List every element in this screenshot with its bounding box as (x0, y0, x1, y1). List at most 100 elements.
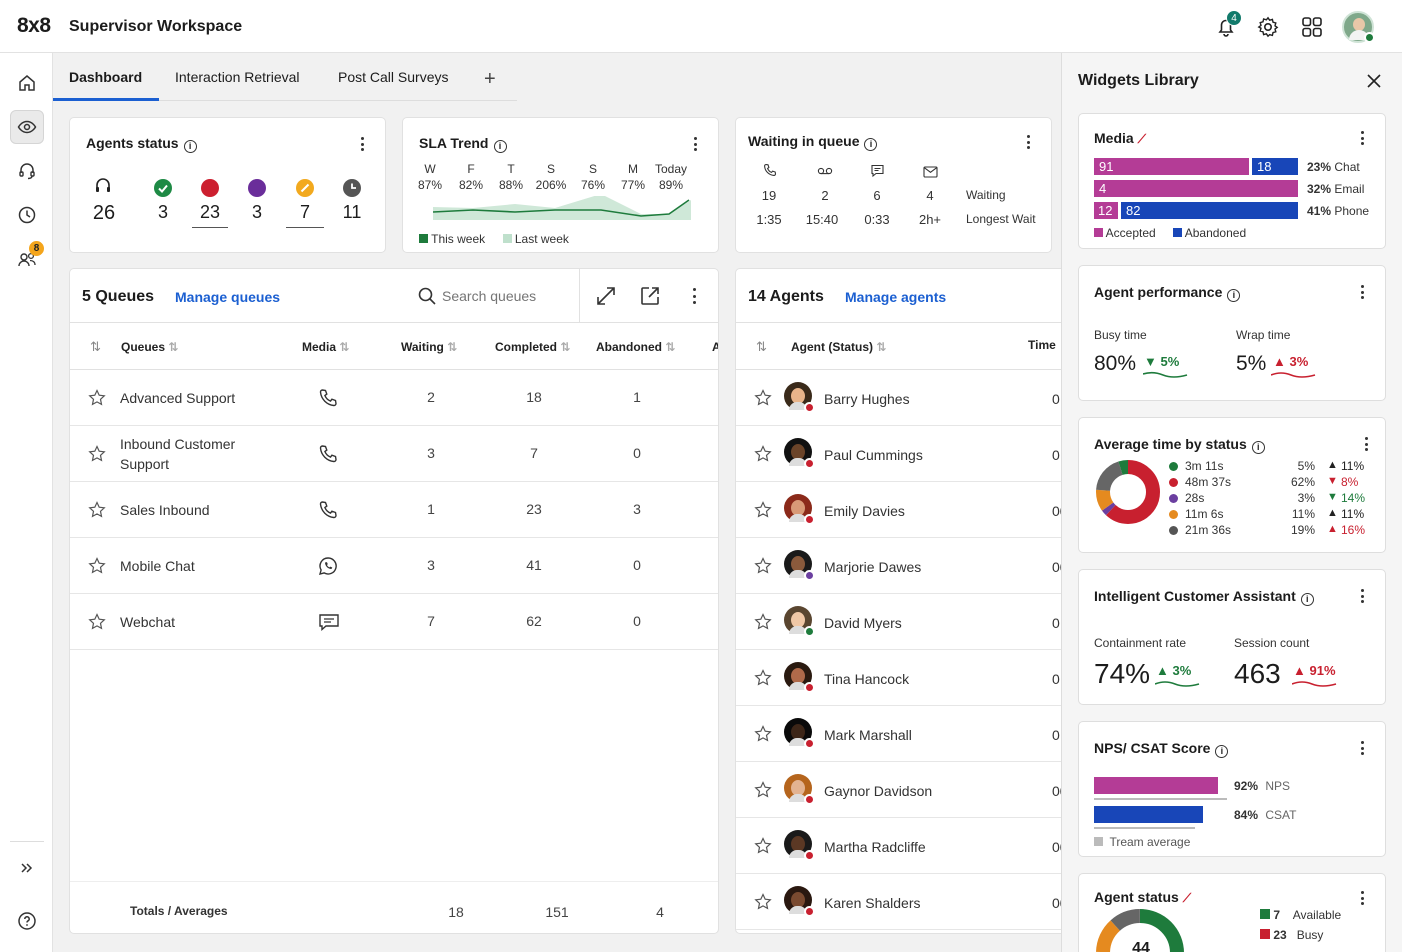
table-row[interactable]: Mark Marshall 0 (736, 706, 1074, 762)
more-options-icon[interactable] (1360, 589, 1364, 603)
info-icon[interactable]: i (1215, 745, 1229, 758)
tab-post-call-surveys[interactable]: Post Call Surveys (338, 69, 449, 85)
table-row[interactable]: Mobile Chat 3 41 0 (70, 538, 718, 594)
table-row[interactable]: Inbound Customer Support 3 7 0 (70, 426, 718, 482)
notifications-bell-icon[interactable]: 4 (1213, 10, 1242, 40)
more-options-icon[interactable] (693, 137, 697, 151)
average-time-by-status-widget[interactable]: Average time by status i 3m 11s 5% ▲ 11% 48m … (1078, 417, 1386, 553)
headset-icon[interactable] (10, 154, 44, 188)
info-icon[interactable]: i (183, 140, 197, 153)
manage-queues-link[interactable]: Manage queues (175, 289, 281, 305)
more-options-icon[interactable] (360, 137, 364, 151)
apps-grid-icon[interactable] (1300, 15, 1324, 42)
more-options-icon[interactable] (1026, 135, 1030, 149)
agent-name[interactable]: Mark Marshall (824, 727, 912, 743)
tab-dashboard[interactable]: Dashboard (69, 69, 143, 85)
table-row[interactable]: David Myers 0 (736, 594, 1074, 650)
col-truncated[interactable]: A (712, 340, 718, 354)
manage-agents-link[interactable]: Manage agents (845, 289, 947, 305)
nps-csat-widget[interactable]: NPS/ CSAT Score i 92% NPS 84% CSAT Tream … (1078, 721, 1386, 857)
more-options-icon[interactable] (1360, 285, 1364, 299)
queue-name[interactable]: Sales Inbound (120, 502, 210, 518)
col-queues[interactable]: Queues ⇅ (121, 340, 179, 354)
agent-name[interactable]: Barry Hughes (824, 391, 910, 407)
expand-chevrons-icon[interactable] (10, 851, 44, 885)
col-agent-status[interactable]: Agent (Status) ⇅ (791, 340, 887, 354)
queue-name[interactable]: Webchat (120, 614, 175, 630)
info-icon[interactable]: i (1300, 593, 1314, 606)
help-question-icon[interactable] (10, 904, 44, 938)
table-row[interactable]: Advanced Support 2 18 1 (70, 370, 718, 426)
agent-name[interactable]: Gaynor Davidson (824, 783, 933, 799)
intelligent-customer-assistant-widget[interactable]: Intelligent Customer Assistant i Containm… (1078, 569, 1386, 705)
favorite-star-icon[interactable] (88, 613, 106, 631)
agent-status-widget[interactable]: Agent status ⟋ 44 7 Available 23 Busy (1078, 873, 1386, 952)
info-icon[interactable]: i (1227, 289, 1241, 302)
more-options-icon[interactable] (1360, 891, 1364, 905)
more-options-icon[interactable] (1364, 437, 1368, 451)
queue-name[interactable]: Advanced Support (120, 390, 236, 406)
more-options-icon[interactable] (1360, 741, 1364, 755)
favorite-star-icon[interactable] (754, 501, 772, 519)
agent-name[interactable]: Martha Radcliffe (824, 839, 926, 855)
favorite-star-icon[interactable] (754, 781, 772, 799)
agent-name[interactable]: David Myers (824, 615, 902, 631)
home-icon[interactable] (10, 66, 44, 100)
col-abandoned[interactable]: Abandoned ⇅ (596, 340, 676, 354)
col-media[interactable]: Media ⇅ (302, 340, 350, 354)
sort-icon[interactable]: ⇅ (90, 339, 101, 354)
agent-name[interactable]: Marjorie Dawes (824, 559, 922, 575)
monitor-eye-icon[interactable] (10, 110, 44, 144)
favorite-star-icon[interactable] (754, 893, 772, 911)
table-row[interactable]: Karen Shalders 00 (736, 874, 1074, 930)
favorite-star-icon[interactable] (88, 445, 106, 463)
agent-name[interactable]: Emily Davies (824, 503, 905, 519)
favorite-star-icon[interactable] (754, 837, 772, 855)
history-clock-icon[interactable] (10, 198, 44, 232)
table-row[interactable]: Paul Cummings 0 (736, 426, 1074, 482)
table-row[interactable]: Sales Inbound 1 23 3 (70, 482, 718, 538)
favorite-star-icon[interactable] (754, 389, 772, 407)
queue-name[interactable]: Inbound Customer Support (120, 436, 236, 472)
table-row[interactable]: Tina Hancock 0 (736, 650, 1074, 706)
favorite-star-icon[interactable] (754, 557, 772, 575)
tab-interaction-retrieval[interactable]: Interaction Retrieval (175, 69, 300, 85)
add-tab-plus-icon[interactable]: + (484, 68, 496, 90)
user-avatar[interactable] (1342, 11, 1375, 43)
more-options-icon[interactable] (1360, 131, 1364, 145)
favorite-star-icon[interactable] (754, 669, 772, 687)
favorite-star-icon[interactable] (754, 613, 772, 631)
agent-name[interactable]: Tina Hancock (824, 671, 910, 687)
agent-performance-widget[interactable]: Agent performance i Busy time 80% ▼ 5% Wr… (1078, 265, 1386, 401)
favorite-star-icon[interactable] (754, 725, 772, 743)
col-waiting[interactable]: Waiting ⇅ (401, 340, 458, 354)
settings-gear-icon[interactable] (1256, 15, 1280, 42)
busy-count[interactable]: 23 (192, 202, 228, 228)
expand-arrows-icon[interactable] (595, 285, 617, 310)
search-queues-input[interactable] (442, 282, 572, 310)
team-users-icon[interactable]: 8 (10, 241, 44, 276)
table-row[interactable]: Emily Davies 00 (736, 482, 1074, 538)
sort-icon[interactable]: ⇅ (756, 339, 767, 354)
queue-name[interactable]: Mobile Chat (120, 558, 195, 574)
table-row[interactable]: Marjorie Dawes 00 (736, 538, 1074, 594)
more-options-icon[interactable] (692, 288, 696, 304)
break-count[interactable]: 7 (286, 202, 324, 228)
col-completed[interactable]: Completed ⇅ (495, 340, 571, 354)
table-row[interactable]: Gaynor Davidson 00 (736, 762, 1074, 818)
agent-name[interactable]: Karen Shalders (824, 895, 921, 911)
table-row[interactable]: Webchat 7 62 0 (70, 594, 718, 650)
table-row[interactable]: Barry Hughes 0 (736, 370, 1074, 426)
col-time[interactable]: Time (1028, 338, 1056, 352)
favorite-star-icon[interactable] (88, 557, 106, 575)
favorite-star-icon[interactable] (754, 445, 772, 463)
agent-name[interactable]: Paul Cummings (824, 447, 923, 463)
media-widget[interactable]: Media ⟋ 91 18 23% Chat 4 32% Email 12 82… (1078, 113, 1386, 249)
info-icon[interactable]: i (1251, 441, 1265, 454)
favorite-star-icon[interactable] (88, 389, 106, 407)
close-icon[interactable] (1365, 72, 1383, 93)
open-external-icon[interactable] (639, 285, 661, 310)
favorite-star-icon[interactable] (88, 501, 106, 519)
info-icon[interactable]: i (493, 140, 507, 153)
info-icon[interactable]: i (864, 138, 878, 151)
